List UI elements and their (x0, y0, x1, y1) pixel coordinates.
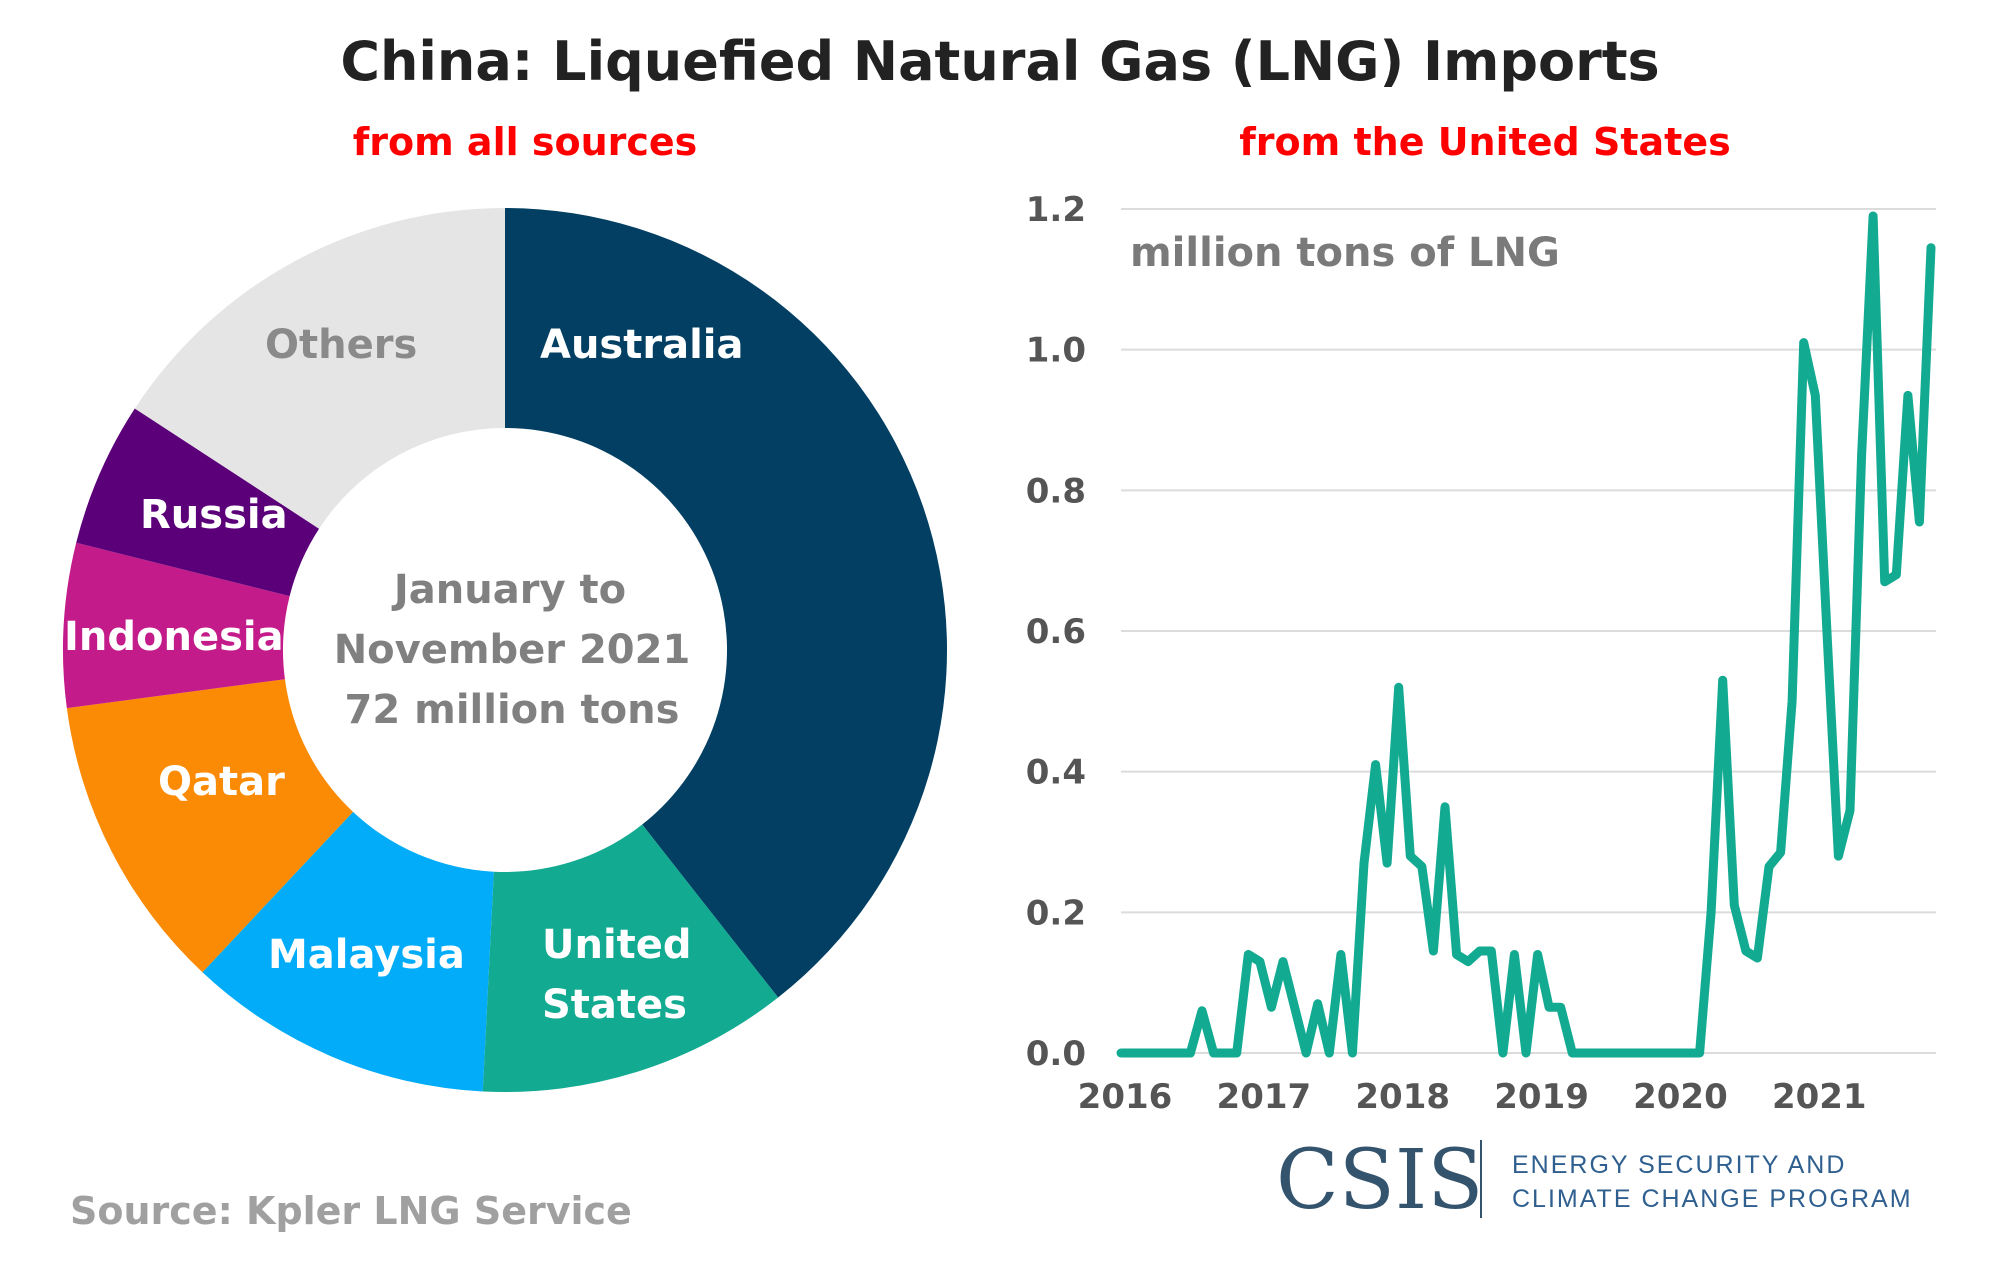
y-axis-unit-label: million tons of LNG (1130, 230, 1560, 276)
y-tick-label: 0.4 (1026, 753, 1086, 793)
figure-title: China: Liquefied Natural Gas (LNG) Impor… (340, 30, 1659, 93)
slice-label-united-states-2: States (542, 982, 687, 1028)
donut-center-text: January to November 2021 72 million tons (334, 567, 691, 733)
slice-label-united-states-1: United (542, 922, 692, 968)
slice-label-qatar: Qatar (158, 759, 285, 805)
donut-chart (63, 208, 948, 1092)
y-tick-label: 1.2 (1026, 190, 1086, 230)
donut-slice-russia (76, 408, 320, 597)
center-line-2: November 2021 (334, 627, 691, 673)
donut-slice-australia (505, 208, 948, 998)
y-tick-label: 1.0 (1026, 331, 1086, 371)
x-tick-label: 2018 (1355, 1077, 1450, 1117)
program-line-2: CLIMATE CHANGE PROGRAM (1512, 1185, 1913, 1213)
y-tick-label: 0.6 (1026, 612, 1086, 652)
y-tick-label: 0.2 (1026, 893, 1086, 933)
center-line-3: 72 million tons (345, 687, 680, 733)
x-tick-label: 2017 (1217, 1077, 1312, 1117)
program-line-1: ENERGY SECURITY AND (1512, 1151, 1846, 1179)
x-tick-label: 2020 (1633, 1077, 1728, 1117)
slice-labels: Australia United States Malaysia Qatar I… (64, 322, 744, 1028)
line-subtitle: from the United States (1239, 120, 1730, 164)
line-chart: 0.0 0.2 0.4 0.6 0.8 1.0 1.2 2016 2017 2018 2019 202… (1026, 190, 1936, 1117)
us-imports-line (1116, 211, 1936, 1058)
donut-slice-malaysia (202, 811, 494, 1092)
csis-logo: CSIS ENERGY SECURITY AND CLIMATE CHANGE … (1276, 1133, 1913, 1228)
slice-label-russia: Russia (140, 492, 288, 538)
slice-label-australia: Australia (540, 322, 744, 368)
center-line-1: January to (391, 567, 626, 613)
donut-subtitle: from all sources (353, 120, 698, 164)
x-tick-label: 2019 (1494, 1077, 1589, 1117)
y-tick-label: 0.8 (1026, 471, 1086, 511)
slice-label-indonesia: Indonesia (64, 614, 284, 660)
source-note: Source: Kpler LNG Service (70, 1189, 632, 1233)
y-tick-label: 0.0 (1026, 1034, 1086, 1074)
x-tick-label: 2021 (1772, 1077, 1867, 1117)
donut-slice-indonesia (63, 542, 290, 709)
slice-label-others: Others (265, 322, 417, 368)
csis-wordmark: CSIS (1276, 1133, 1483, 1228)
donut-slice-qatar (66, 679, 354, 973)
donut-slice-others (134, 208, 505, 529)
slice-label-malaysia: Malaysia (268, 932, 465, 978)
x-tick-label: 2016 (1078, 1077, 1173, 1117)
donut-slice-united-states (482, 824, 779, 1092)
